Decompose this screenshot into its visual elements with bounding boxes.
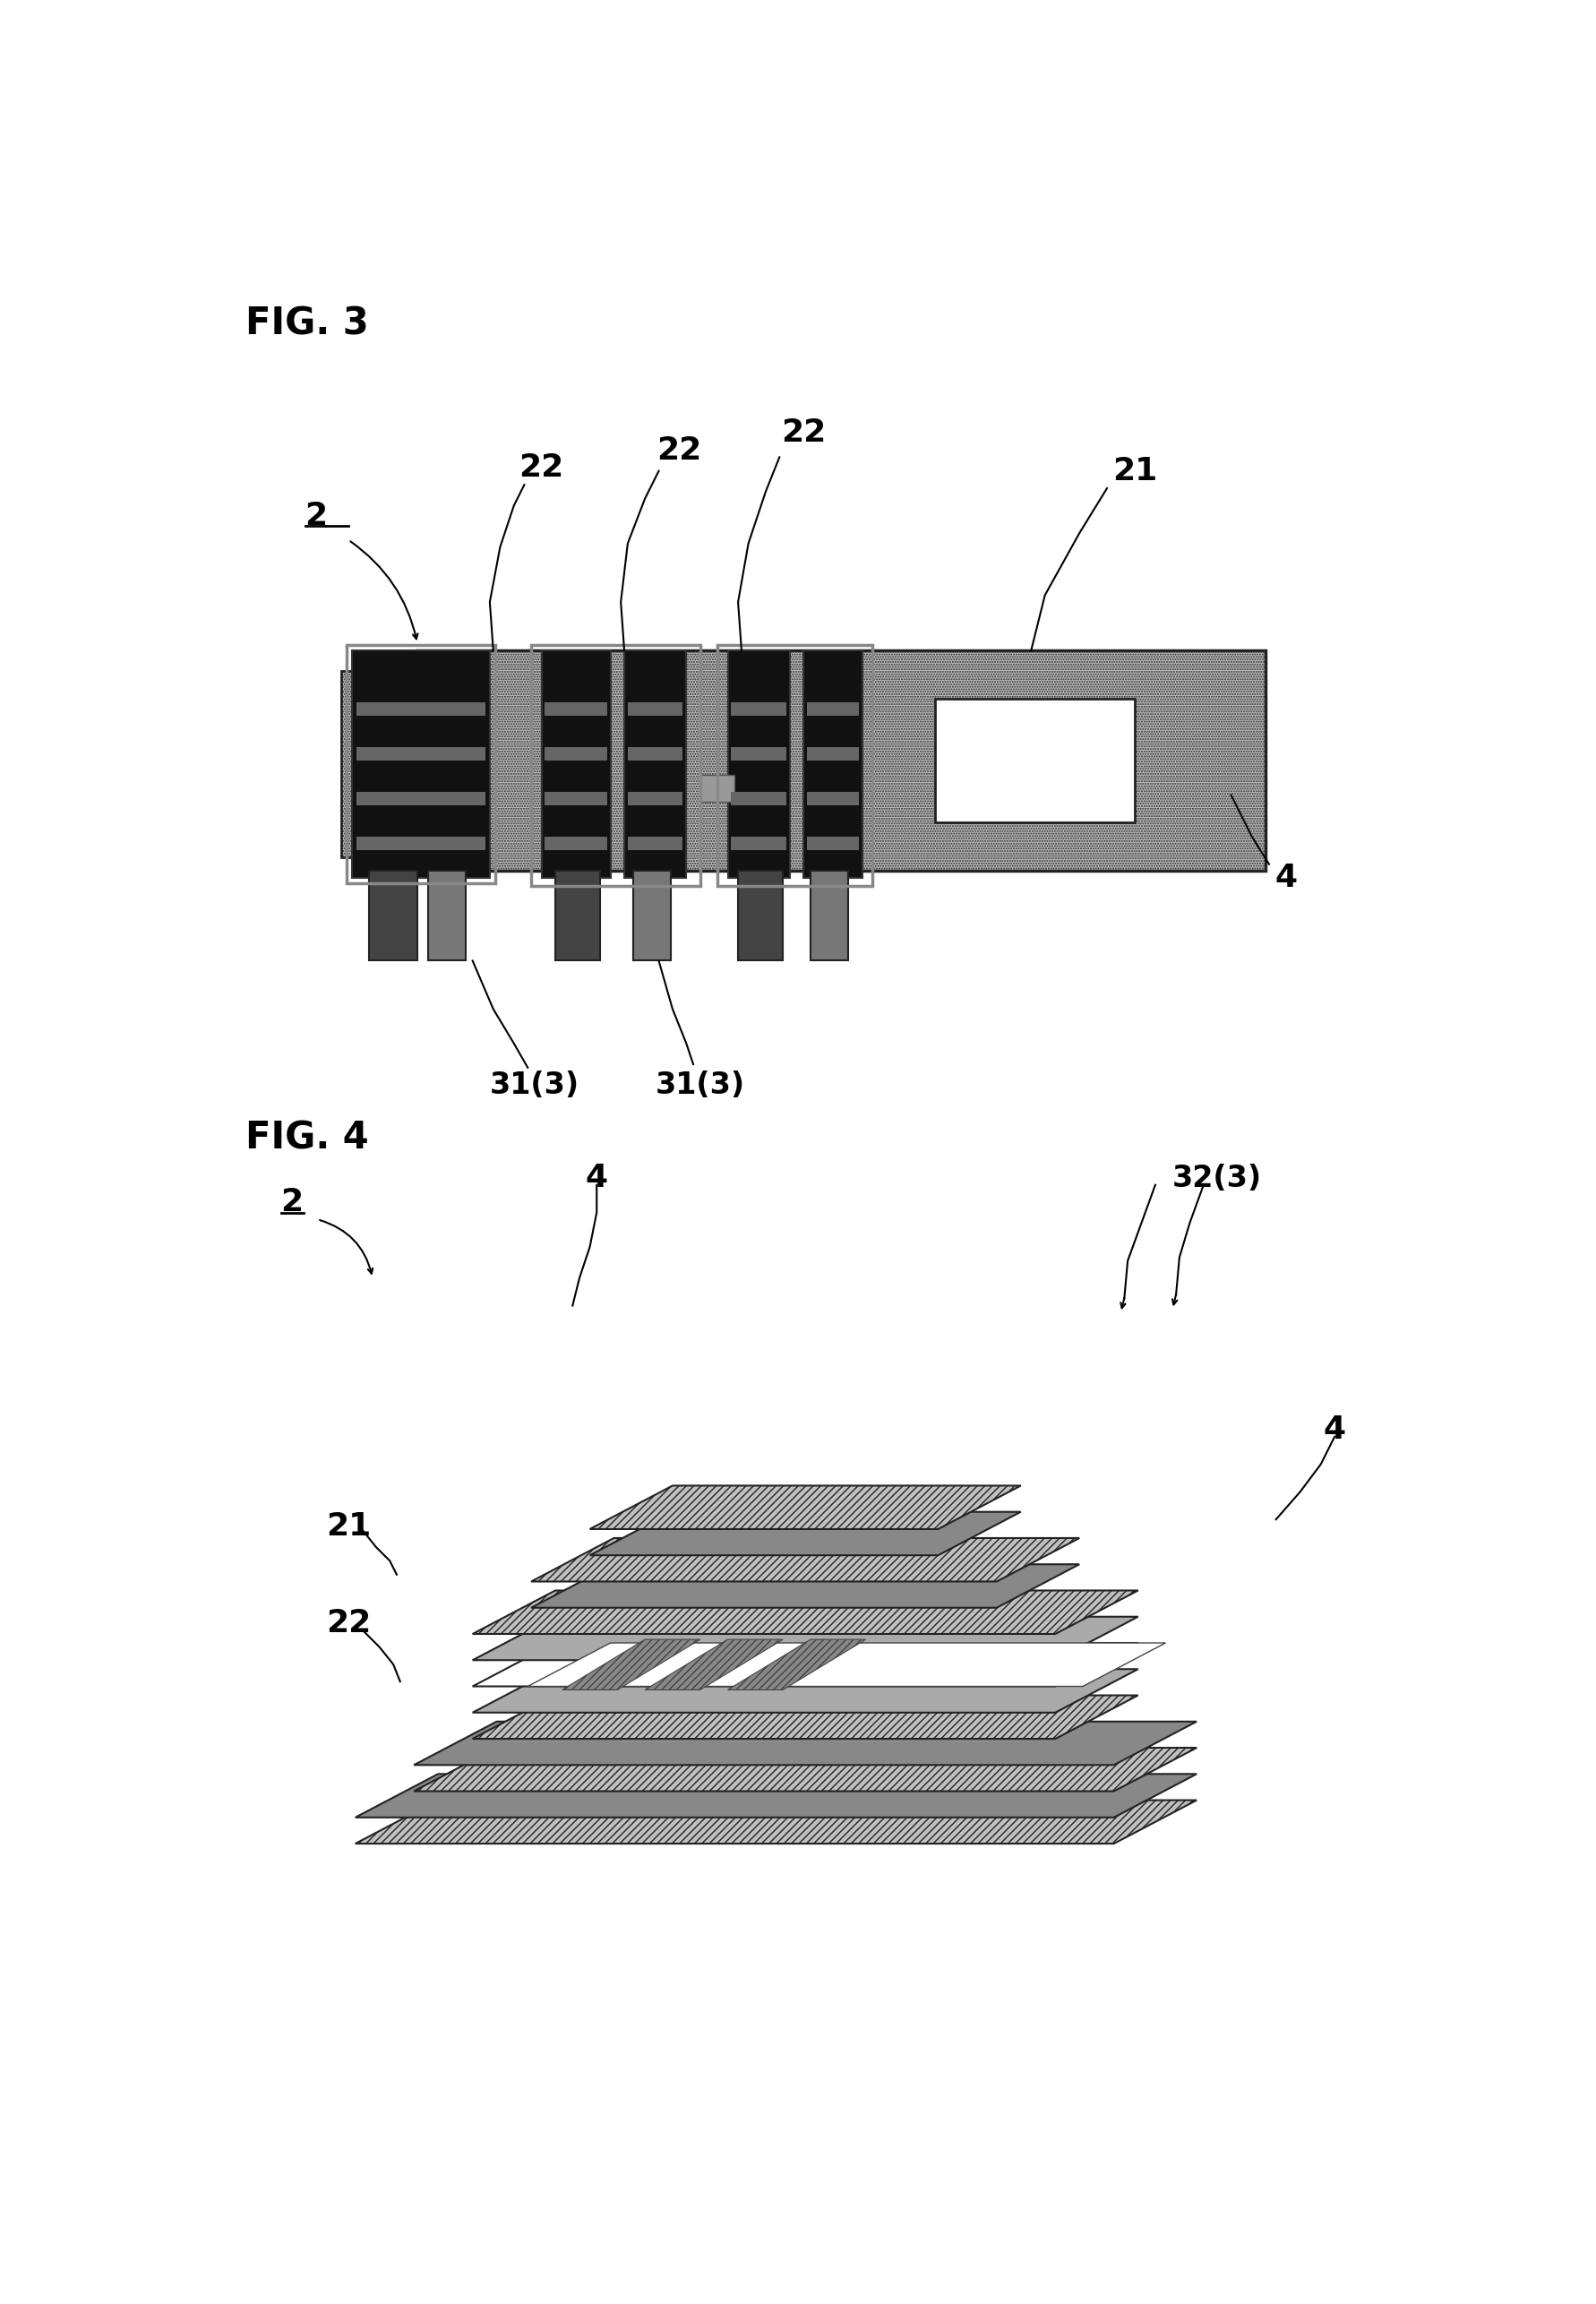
Polygon shape	[472, 1696, 1138, 1740]
Text: 22: 22	[780, 417, 825, 449]
Bar	[356, 793, 485, 806]
Bar	[544, 703, 606, 717]
Text: 31(3): 31(3)	[490, 1069, 579, 1099]
Bar	[356, 703, 485, 717]
Bar	[731, 836, 785, 850]
Polygon shape	[413, 1749, 1195, 1790]
Text: 2: 2	[281, 1187, 303, 1217]
Text: 22: 22	[326, 1608, 370, 1638]
Bar	[699, 774, 734, 802]
Polygon shape	[472, 1643, 1138, 1687]
Polygon shape	[413, 1721, 1195, 1765]
Bar	[369, 871, 417, 961]
Bar	[342, 670, 452, 857]
Bar	[806, 793, 859, 806]
Polygon shape	[562, 1640, 699, 1689]
Polygon shape	[645, 1640, 782, 1689]
Bar	[731, 793, 785, 806]
Text: 22: 22	[519, 452, 563, 484]
Text: 32(3): 32(3)	[1171, 1164, 1261, 1193]
Bar	[634, 871, 670, 961]
Bar	[728, 650, 790, 878]
Bar	[356, 746, 485, 760]
Bar	[803, 650, 862, 878]
Polygon shape	[472, 1590, 1138, 1634]
Bar	[544, 836, 606, 850]
Text: 31(3): 31(3)	[654, 1069, 745, 1099]
Bar	[717, 645, 871, 887]
Polygon shape	[728, 1640, 865, 1689]
Bar	[531, 645, 699, 887]
Bar	[731, 703, 785, 717]
Polygon shape	[472, 1668, 1138, 1712]
Polygon shape	[527, 1643, 1165, 1687]
Text: 2: 2	[305, 500, 327, 530]
Bar	[627, 836, 683, 850]
Polygon shape	[531, 1564, 1079, 1608]
Text: 21: 21	[1111, 456, 1157, 486]
Bar	[811, 871, 847, 961]
Bar	[351, 650, 490, 878]
Bar	[555, 871, 600, 961]
Text: 4: 4	[1323, 1415, 1345, 1445]
Bar	[417, 650, 1266, 871]
Bar	[737, 871, 782, 961]
Polygon shape	[356, 1774, 1195, 1818]
Text: FIG. 3: FIG. 3	[244, 306, 369, 343]
Bar	[624, 650, 686, 878]
Bar	[356, 836, 485, 850]
Polygon shape	[589, 1486, 1020, 1530]
Text: 22: 22	[656, 435, 702, 465]
Bar	[627, 746, 683, 760]
Bar	[346, 645, 495, 882]
Bar	[627, 703, 683, 717]
Bar	[541, 650, 610, 878]
Polygon shape	[531, 1539, 1079, 1581]
Bar	[544, 746, 606, 760]
Bar	[428, 871, 466, 961]
Bar	[806, 746, 859, 760]
Bar	[806, 836, 859, 850]
Bar	[934, 698, 1135, 823]
Bar	[544, 793, 606, 806]
Bar	[627, 793, 683, 806]
Text: FIG. 4: FIG. 4	[244, 1120, 369, 1157]
Text: 4: 4	[586, 1164, 608, 1193]
Polygon shape	[356, 1799, 1195, 1843]
Text: 21: 21	[326, 1511, 370, 1541]
Bar	[806, 703, 859, 717]
Text: 4: 4	[1274, 862, 1298, 894]
Bar	[731, 746, 785, 760]
Polygon shape	[589, 1511, 1020, 1555]
Polygon shape	[472, 1617, 1138, 1661]
